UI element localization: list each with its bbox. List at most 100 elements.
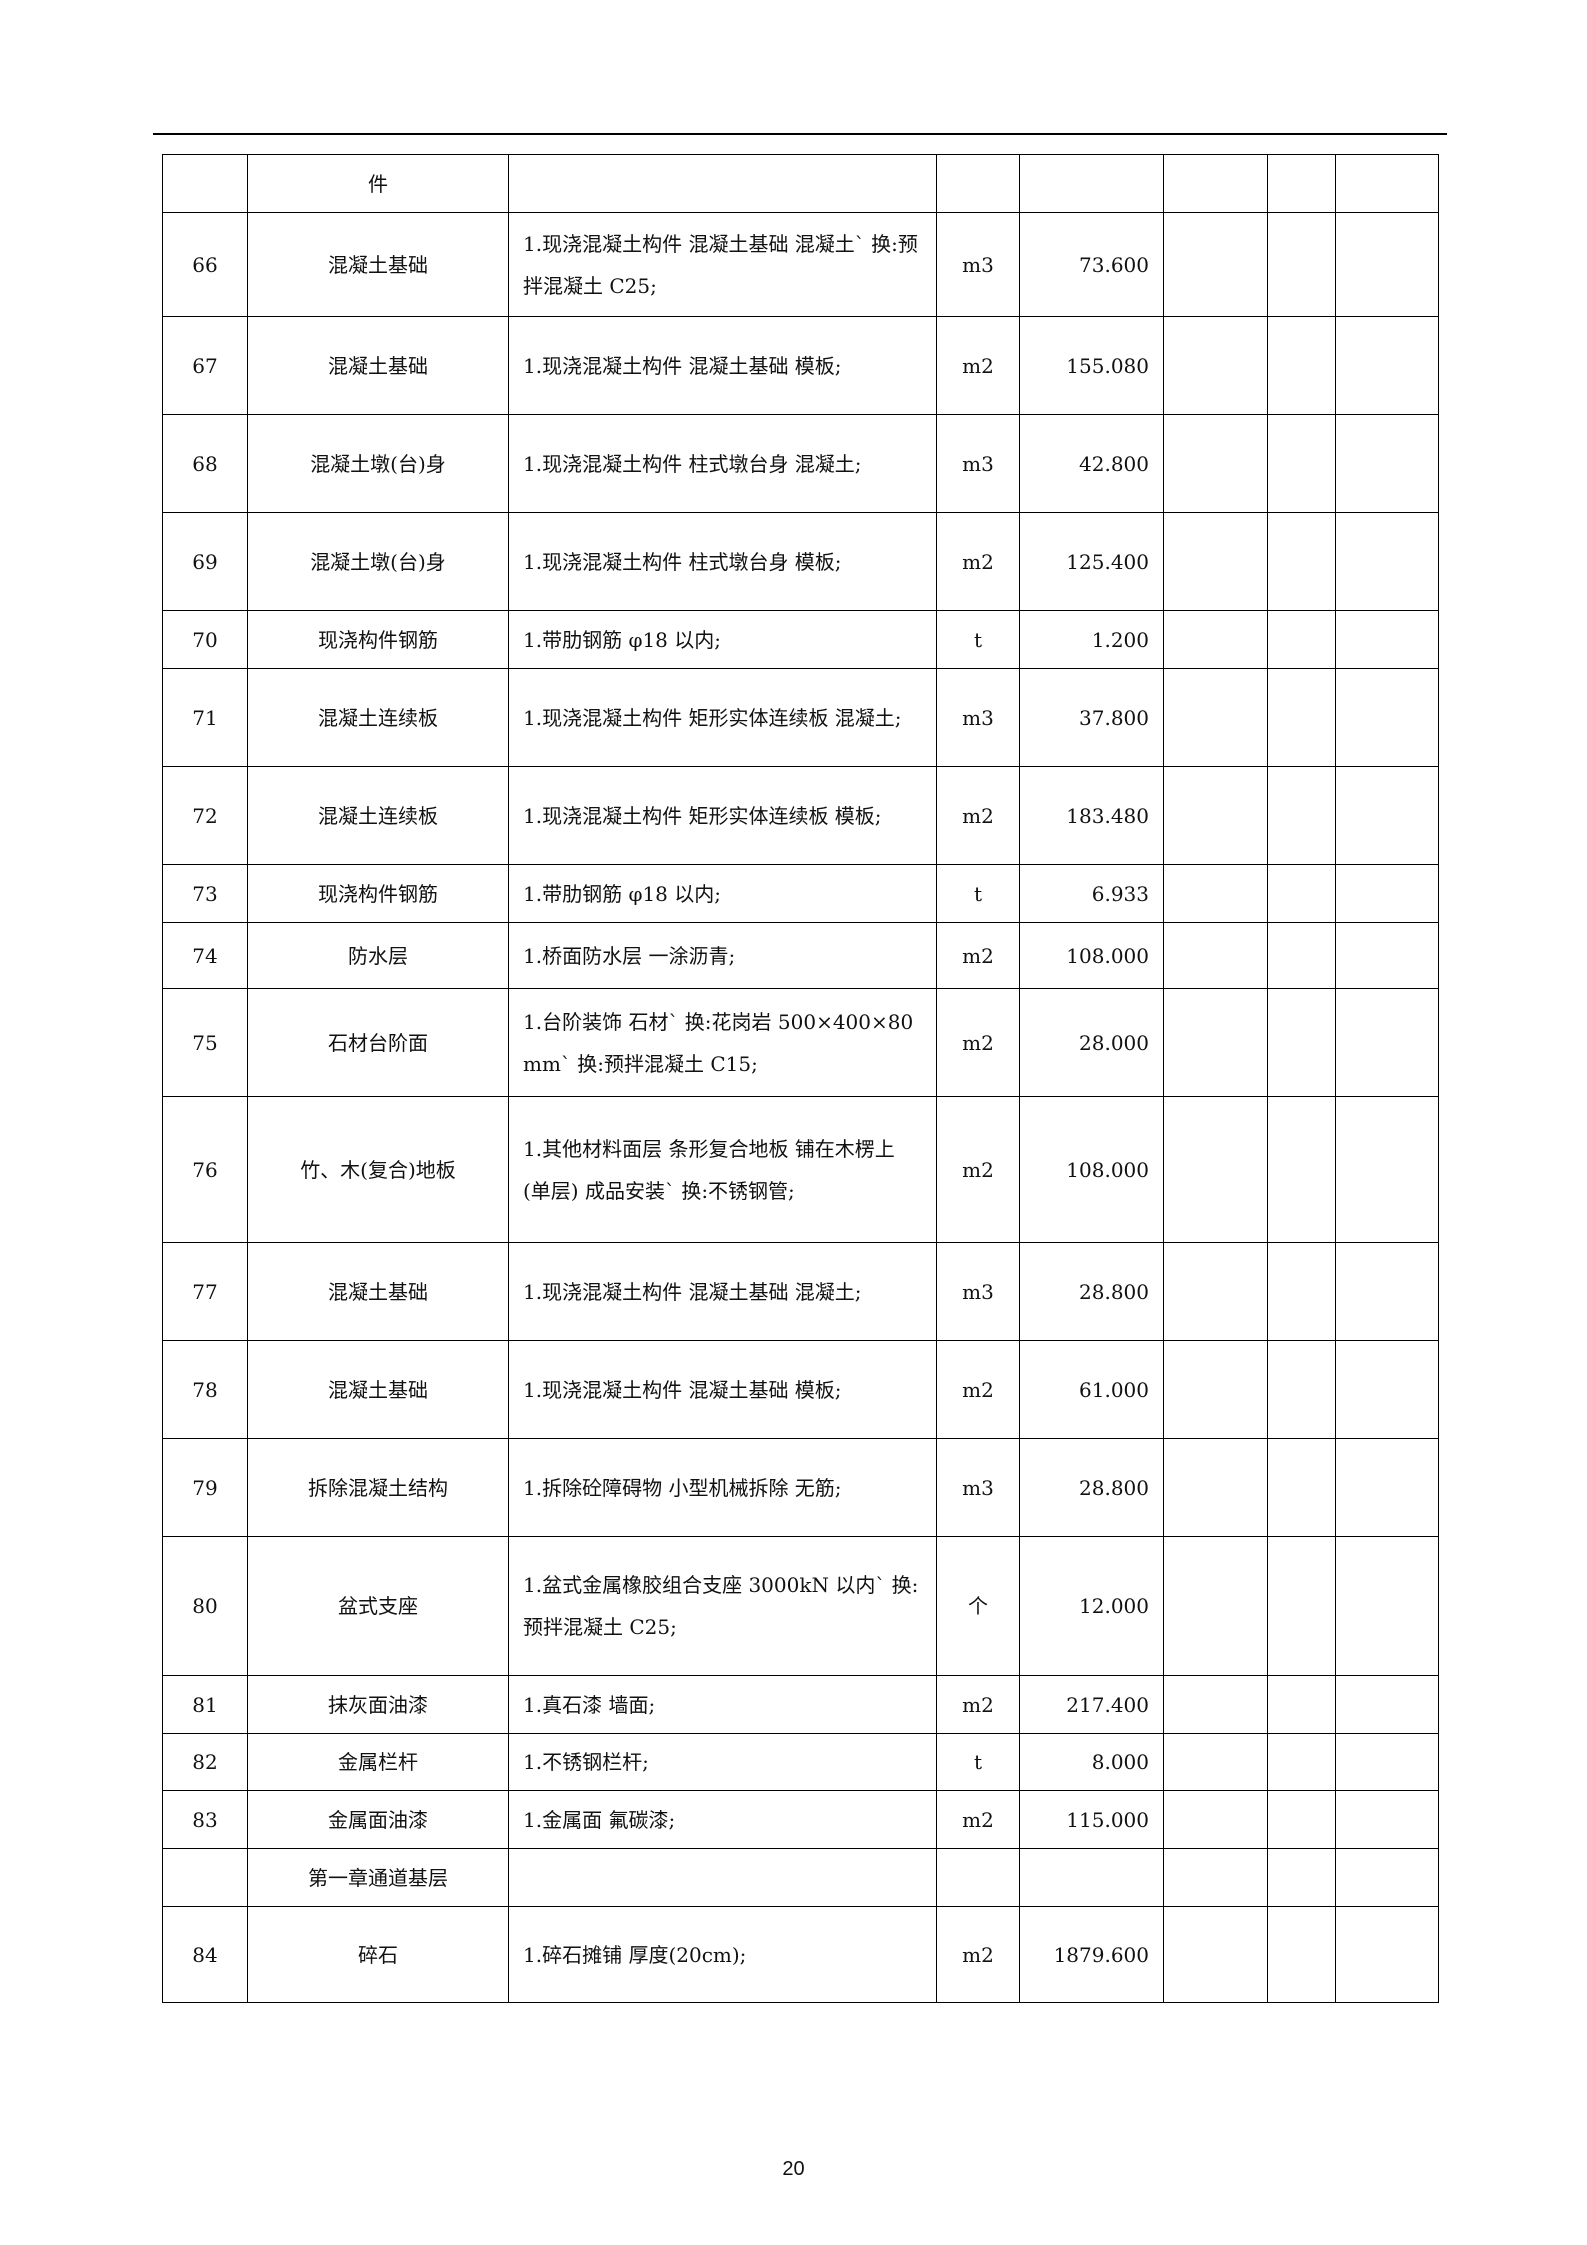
item-number: 75 (162, 988, 248, 1097)
item-name: 现浇构件钢筋 (247, 864, 509, 923)
item-description: 1.台阶装饰 石材` 换:花岗岩 500×400×80mm` 换:预拌混凝土 C… (508, 988, 937, 1097)
header-rule (153, 133, 1447, 135)
unit-price (1163, 316, 1268, 415)
item-name: 混凝土墩(台)身 (247, 512, 509, 611)
item-description: 1.桥面防水层 一涂沥青; (508, 922, 937, 989)
item-description: 1.金属面 氟碳漆; (508, 1790, 937, 1849)
item-unit: m2 (936, 1096, 1020, 1243)
item-name: 碎石 (247, 1906, 509, 2003)
bill-of-quantities-table: 件 66 混凝土基础 1.现浇混凝土构件 混凝土基础 混凝土` 换:预拌混凝土 C25… (162, 154, 1439, 2003)
item-number: 71 (162, 668, 248, 767)
item-unit: m3 (936, 414, 1020, 513)
item-name: 石材台阶面 (247, 988, 509, 1097)
table-row: 第一章通道基层 (162, 1848, 1439, 1907)
table-row: 82 金属栏杆 1.不锈钢栏杆; t 8.000 (162, 1733, 1439, 1791)
item-quantity: 28.800 (1019, 1438, 1164, 1537)
item-description: 1.其他材料面层 条形复合地板 铺在木楞上(单层) 成品安装` 换:不锈钢管; (508, 1096, 937, 1243)
remark (1335, 1906, 1439, 2003)
unit-price (1163, 668, 1268, 767)
item-name: 防水层 (247, 922, 509, 989)
item-description: 1.现浇混凝土构件 混凝土基础 混凝土; (508, 1242, 937, 1341)
total-price (1267, 316, 1336, 415)
item-quantity: 125.400 (1019, 512, 1164, 611)
unit-price (1163, 414, 1268, 513)
item-name: 混凝土基础 (247, 1340, 509, 1439)
total-price (1267, 668, 1336, 767)
item-number: 81 (162, 1675, 248, 1734)
table-row: 75 石材台阶面 1.台阶装饰 石材` 换:花岗岩 500×400×80mm` 换:… (162, 988, 1439, 1097)
item-number: 69 (162, 512, 248, 611)
item-unit: m2 (936, 512, 1020, 611)
item-quantity: 217.400 (1019, 1675, 1164, 1734)
total-price (1267, 1340, 1336, 1439)
total-price (1267, 1733, 1336, 1791)
item-unit: m2 (936, 988, 1020, 1097)
remark (1335, 766, 1439, 865)
item-name: 混凝土基础 (247, 212, 509, 317)
item-description: 1.现浇混凝土构件 柱式墩台身 模板; (508, 512, 937, 611)
remark (1335, 922, 1439, 989)
item-name: 混凝土基础 (247, 1242, 509, 1341)
total-price (1267, 1242, 1336, 1341)
item-unit: m3 (936, 212, 1020, 317)
item-quantity: 37.800 (1019, 668, 1164, 767)
remark (1335, 1438, 1439, 1537)
item-description: 1.现浇混凝土构件 混凝土基础 模板; (508, 316, 937, 415)
item-description: 1.现浇混凝土构件 矩形实体连续板 混凝土; (508, 668, 937, 767)
page-number: 20 (782, 2158, 805, 2180)
unit-price (1163, 1906, 1268, 2003)
item-quantity: 8.000 (1019, 1733, 1164, 1791)
unit-price (1163, 1536, 1268, 1676)
item-description: 1.现浇混凝土构件 矩形实体连续板 模板; (508, 766, 937, 865)
item-unit (936, 1848, 1020, 1907)
item-unit (936, 154, 1020, 213)
total-price (1267, 864, 1336, 923)
item-quantity: 115.000 (1019, 1790, 1164, 1849)
table-row: 67 混凝土基础 1.现浇混凝土构件 混凝土基础 模板; m2 155.080 (162, 316, 1439, 415)
unit-price (1163, 212, 1268, 317)
item-quantity: 12.000 (1019, 1536, 1164, 1676)
item-quantity: 108.000 (1019, 1096, 1164, 1243)
item-quantity: 28.800 (1019, 1242, 1164, 1341)
unit-price (1163, 1242, 1268, 1341)
item-unit: m2 (936, 1790, 1020, 1849)
item-unit: m2 (936, 922, 1020, 989)
total-price (1267, 610, 1336, 669)
item-quantity: 1.200 (1019, 610, 1164, 669)
unit-price (1163, 610, 1268, 669)
total-price (1267, 1906, 1336, 2003)
item-unit: m3 (936, 668, 1020, 767)
item-quantity: 108.000 (1019, 922, 1164, 989)
unit-price (1163, 1438, 1268, 1537)
item-name: 第一章通道基层 (247, 1848, 509, 1907)
unit-price (1163, 864, 1268, 923)
remark (1335, 316, 1439, 415)
total-price (1267, 1536, 1336, 1676)
table-row: 80 盆式支座 1.盆式金属橡胶组合支座 3000kN 以内` 换:预拌混凝土 C2… (162, 1536, 1439, 1676)
remark (1335, 1242, 1439, 1341)
remark (1335, 668, 1439, 767)
remark (1335, 414, 1439, 513)
item-number: 77 (162, 1242, 248, 1341)
item-unit: 个 (936, 1536, 1020, 1676)
item-quantity: 28.000 (1019, 988, 1164, 1097)
item-number: 84 (162, 1906, 248, 2003)
item-number: 80 (162, 1536, 248, 1676)
item-unit: m2 (936, 1675, 1020, 1734)
remark (1335, 1096, 1439, 1243)
remark (1335, 1848, 1439, 1907)
item-number: 73 (162, 864, 248, 923)
total-price (1267, 988, 1336, 1097)
item-number: 74 (162, 922, 248, 989)
item-name: 现浇构件钢筋 (247, 610, 509, 669)
item-name: 金属面油漆 (247, 1790, 509, 1849)
total-price (1267, 1438, 1336, 1537)
item-unit: m3 (936, 1242, 1020, 1341)
item-quantity: 61.000 (1019, 1340, 1164, 1439)
item-unit: t (936, 610, 1020, 669)
table-row: 76 竹、木(复合)地板 1.其他材料面层 条形复合地板 铺在木楞上(单层) 成品安… (162, 1096, 1439, 1243)
total-price (1267, 1848, 1336, 1907)
total-price (1267, 922, 1336, 989)
item-number: 66 (162, 212, 248, 317)
item-name: 混凝土墩(台)身 (247, 414, 509, 513)
